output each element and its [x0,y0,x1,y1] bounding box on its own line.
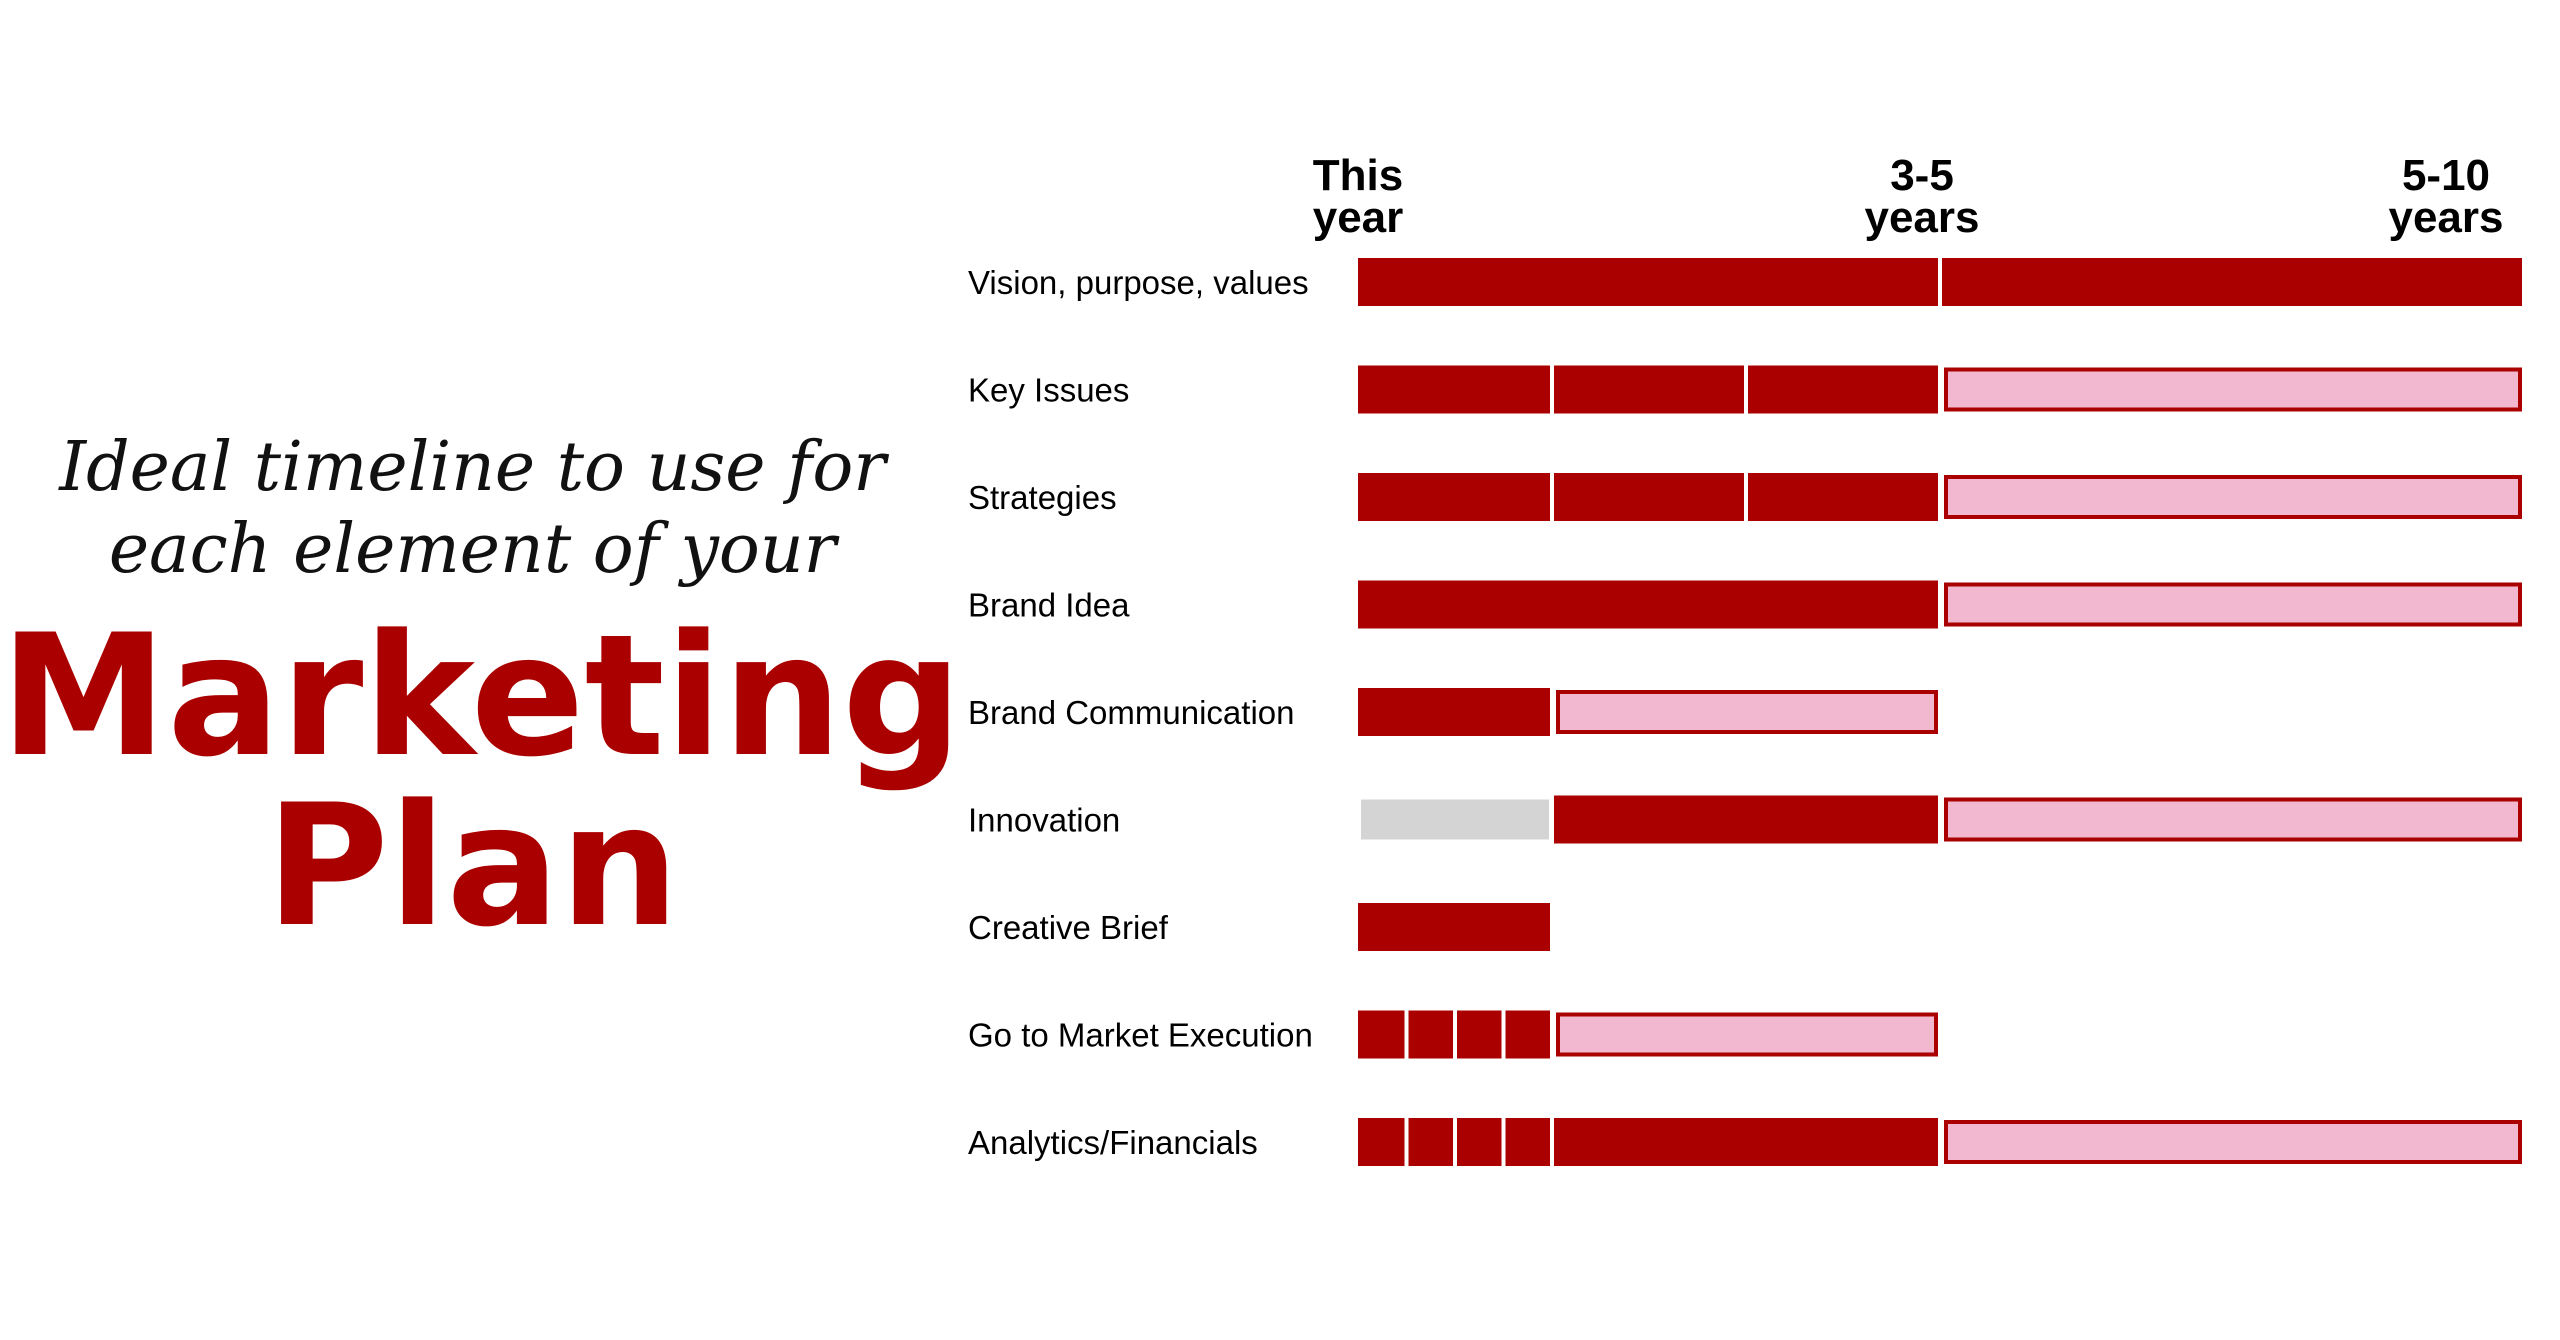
column-header-3-line2: years [2388,193,2503,242]
row-label: Strategies [968,479,1117,516]
row-label: Vision, purpose, values [968,264,1309,301]
column-header-1-line2: year [1313,193,1404,242]
timeline-segment-light [1944,797,2522,842]
timeline-segment-solid [1408,1118,1453,1166]
row-label: Creative Brief [968,909,1169,946]
timeline-segment-solid [1408,1010,1453,1059]
timeline-segment-solid [1358,1010,1405,1059]
title-plan: Plan [265,768,680,964]
column-header-2-line2: years [1864,193,1979,242]
timeline-segment-solid [1358,580,1938,629]
row-label: Brand Communication [968,694,1295,731]
timeline-segment-solid [1554,1118,1938,1166]
column-header-3-line1: 5-10 [2402,151,2490,200]
timeline-segment-light [1944,1120,2522,1164]
intro-line-2: each element of your [108,510,837,589]
timeline-segment-solid [1554,473,1744,521]
timeline-segment-light [1944,475,2522,519]
row-label: Analytics/Financials [968,1124,1258,1161]
timeline-segment-inactive [1361,799,1549,840]
timeline-segment-solid [1554,795,1938,844]
timeline-segment-solid [1748,473,1938,521]
column-header-2-line1: 3-5 [1890,151,1954,200]
timeline-segment-solid [1358,1118,1405,1166]
timeline-segment-light [1556,1012,1938,1057]
timeline-segment-solid [1358,473,1550,521]
timeline-segment-solid [1942,258,2522,306]
timeline-segment-solid [1457,1118,1502,1166]
row-label: Brand Idea [968,587,1130,624]
timeline-segment-solid [1358,365,1550,414]
timeline-segment-light [1944,367,2522,412]
timeline-segment-solid [1457,1010,1502,1059]
timeline-segment-solid [1505,1118,1550,1166]
timeline-segment-solid [1358,688,1550,736]
column-header-1-line1: This [1313,151,1403,200]
timeline-segment-light [1944,582,2522,627]
intro-line-1: Ideal timeline to use for [59,428,886,507]
timeline-segment-solid [1358,903,1550,951]
timeline-segment-solid [1505,1010,1550,1059]
row-label: Key Issues [968,372,1129,409]
row-label: Innovation [968,802,1120,839]
timeline-segment-solid [1554,365,1744,414]
title-marketing: Marketing [0,598,963,794]
row-label: Go to Market Execution [968,1017,1313,1054]
timeline-segment-light [1556,690,1938,734]
timeline-segment-solid [1748,365,1938,414]
timeline-segment-solid [1358,258,1938,306]
